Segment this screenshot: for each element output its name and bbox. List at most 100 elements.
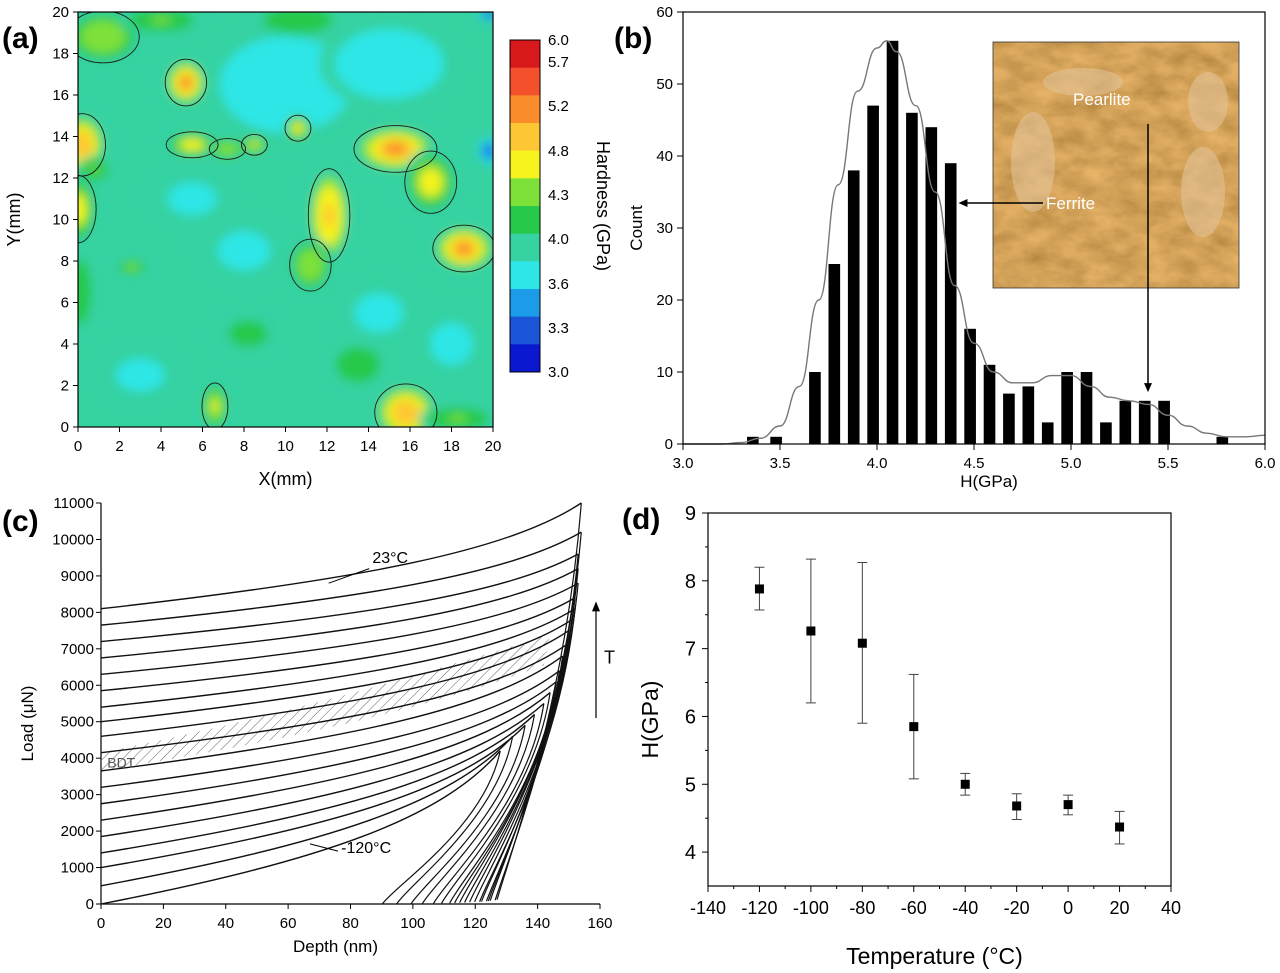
x-tick-label: 4.5 <box>964 455 985 472</box>
low-hardness-blob <box>368 304 390 322</box>
histogram-bar <box>1061 372 1073 444</box>
y-tick-label: 7 <box>685 639 696 661</box>
x-tick-label: 40 <box>1161 898 1181 918</box>
contour-line <box>289 238 332 292</box>
unloading-curve <box>441 692 551 904</box>
y-tick-label: 6 <box>685 706 696 728</box>
annotation-23c-pointer <box>328 568 370 584</box>
loading-curve <box>100 692 551 821</box>
colorbar-label: Hardness (GPa) <box>593 141 613 271</box>
panel-b-histogram: 3.0 3.5 4.0 4.5 5.0 5.5 6.0 0 10 20 30 40 50 60 H(GPa)… <box>600 0 1280 495</box>
contour-line <box>78 12 140 64</box>
panel-c-load-depth: 0 20 40 60 80 100 120 140 160 0 1000 2000 3000 4000 50… <box>0 495 640 973</box>
x-tick-label: -80 <box>849 898 875 918</box>
x-tick-label: -40 <box>952 898 978 918</box>
x-tick-label: 5.5 <box>1158 455 1179 472</box>
data-point <box>1012 801 1022 811</box>
colorbar-swatch <box>510 289 540 318</box>
y-tick-label: 1000 <box>61 860 94 877</box>
fit-curve <box>683 40 1266 445</box>
panel-b-label: (b) <box>614 22 653 55</box>
pearlite-colony <box>1011 112 1055 212</box>
pearlite-colony <box>1181 147 1225 237</box>
histogram-bar <box>770 436 782 444</box>
low-hardness-blob <box>485 12 493 17</box>
histogram-bar <box>828 264 841 444</box>
unloading-curve <box>485 583 579 902</box>
data-point <box>806 626 816 636</box>
y-tick-label: 8 <box>61 253 69 270</box>
load-depth-chart: 0 20 40 60 80 100 120 140 160 0 1000 2000 3000 4000 50… <box>18 495 615 956</box>
x-tick-label: -140 <box>690 898 726 918</box>
colorbar-tick-label: 5.7 <box>548 54 569 71</box>
colorbar-swatch <box>510 67 540 96</box>
y-tick-label: 5000 <box>61 714 94 731</box>
low-hardness-blob <box>181 191 203 206</box>
high-hardness-blob <box>351 359 366 371</box>
loading-curve <box>100 531 582 626</box>
colorbar-frame <box>509 39 541 373</box>
temperature-arrow-head <box>592 601 600 612</box>
x-tick-label: 0 <box>74 438 82 455</box>
loading-curve <box>100 713 535 854</box>
contour-line <box>404 150 458 214</box>
panel-d-hardness-temperature: -140 -120 -100 -80 -60 -40 -20 0 20 40 4 5 6 7 8 9 Tempe… <box>600 495 1280 973</box>
high-hardness-blob <box>239 328 257 340</box>
x-tick-label: 0 <box>1063 898 1073 918</box>
loading-curve <box>100 750 501 905</box>
histogram-bar <box>906 112 918 445</box>
unloading-curve <box>396 736 514 905</box>
bdt-band <box>101 634 551 771</box>
colorbar-tick-label: 6.0 <box>548 32 569 49</box>
plot-frame <box>707 512 1172 887</box>
contour-line <box>208 138 247 160</box>
high-hardness-blob <box>455 242 473 255</box>
colorbar-tick-label: 3.6 <box>548 276 569 293</box>
histogram-bar <box>809 372 821 444</box>
loading-curve <box>100 681 557 805</box>
high-hardness-blob <box>180 76 192 89</box>
high-hardness-blob <box>78 281 84 303</box>
hardness-temperature-chart: -140 -120 -100 -80 -60 -40 -20 0 20 40 4 5 6 7 8 9 Tempe… <box>637 503 1181 969</box>
high-hardness-blob <box>127 265 137 270</box>
x-tick-label: 0 <box>97 915 105 932</box>
loading-curve <box>100 502 582 610</box>
high-hardness-blob <box>304 258 317 273</box>
y-tick-label: 20 <box>656 292 673 309</box>
x-tick-label: -60 <box>901 898 927 918</box>
high-hardness-blob <box>150 16 172 24</box>
unloading-curve <box>410 725 526 905</box>
colorbar-swatch <box>510 233 540 262</box>
y-tick-label: 2 <box>61 378 69 395</box>
histogram-bar <box>964 328 976 444</box>
colorbar-tick-label: 4.3 <box>548 187 569 204</box>
y-axis-label: Y(mm) <box>4 193 24 247</box>
high-hardness-blob <box>211 399 219 413</box>
loading-curve <box>100 735 514 887</box>
high-hardness-blob <box>78 136 89 154</box>
y-tick-label: 8 <box>685 571 696 593</box>
high-hardness-blob <box>423 173 438 191</box>
histogram-bar <box>1041 422 1054 444</box>
x-tick-label: 16 <box>402 438 419 455</box>
hardness-map-chart: 0 2 4 6 8 10 12 14 16 18 20 0 2 4 6 8 10 12 14 16 18 20 X(mm) Y… <box>4 4 613 489</box>
y-tick-label: 12 <box>52 170 69 187</box>
x-axis-label: Depth (nm) <box>293 937 378 956</box>
x-tick-label: 2 <box>115 438 123 455</box>
y-axis-label: H(GPa) <box>637 681 663 759</box>
unloading-curve <box>381 750 501 905</box>
y-tick-label: 3000 <box>61 787 94 804</box>
high-hardness-blob <box>447 415 468 423</box>
y-tick-label: 50 <box>656 76 673 93</box>
y-tick-label: 10 <box>656 364 673 381</box>
low-hardness-blob <box>442 334 461 354</box>
colorbar-tick-label: 3.3 <box>548 320 569 337</box>
y-tick-label: 20 <box>52 4 69 21</box>
y-tick-label: 10 <box>52 212 69 229</box>
y-tick-label: 7000 <box>61 641 94 658</box>
histogram-bar <box>1158 400 1170 444</box>
y-tick-label: 5 <box>685 774 696 796</box>
inset-label-ferrite: Ferrite <box>1046 194 1095 213</box>
annotation-minus120c: -120°C <box>341 840 391 857</box>
histogram-bar <box>925 127 938 444</box>
